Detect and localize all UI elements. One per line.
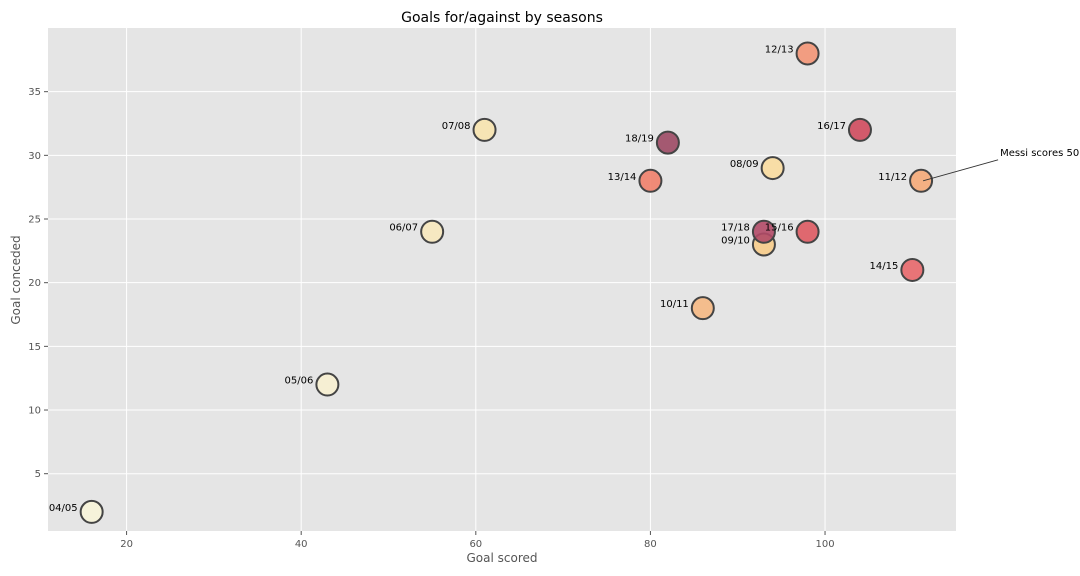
point-label: 04/05 xyxy=(49,503,78,514)
x-tick-label: 20 xyxy=(120,539,133,550)
grid xyxy=(48,28,956,531)
y-tick-label: 10 xyxy=(28,406,41,417)
data-point xyxy=(638,168,663,193)
point-label: 16/17 xyxy=(817,121,846,132)
data-point xyxy=(795,41,820,66)
point-label: 12/13 xyxy=(765,44,794,55)
data-point xyxy=(690,296,715,321)
y-tick-label: 5 xyxy=(35,469,41,480)
plot-area xyxy=(48,28,956,531)
data-point xyxy=(751,219,776,244)
data-point xyxy=(909,168,934,193)
x-tick-label: 100 xyxy=(815,539,834,550)
point-label: 17/18 xyxy=(721,223,750,234)
y-tick-label: 15 xyxy=(28,342,41,353)
y-tick-label: 35 xyxy=(28,87,41,98)
point-label: 06/07 xyxy=(389,223,418,234)
data-point xyxy=(900,257,925,282)
chart-title: Goals for/against by seasons xyxy=(401,10,603,26)
point-label: 07/08 xyxy=(442,121,471,132)
data-point xyxy=(760,156,785,181)
y-ticks: 5 10 15 20 25 30 35 xyxy=(28,87,48,480)
y-tick-label: 20 xyxy=(28,278,41,289)
point-label: 10/11 xyxy=(660,299,689,310)
point-label: 09/10 xyxy=(721,235,750,246)
x-tick-label: 40 xyxy=(295,539,308,550)
data-point xyxy=(847,117,872,142)
annotation-text: Messi scores 50 xyxy=(1000,148,1079,159)
point-label: 11/12 xyxy=(878,172,907,183)
point-label: 18/19 xyxy=(625,134,654,145)
data-point xyxy=(795,219,820,244)
data-point xyxy=(472,117,497,142)
x-axis-label: Goal scored xyxy=(466,551,537,565)
y-tick-label: 25 xyxy=(28,215,41,226)
data-point xyxy=(315,372,340,397)
point-label: 08/09 xyxy=(730,159,759,170)
data-point xyxy=(655,130,680,155)
x-tick-label: 80 xyxy=(644,539,657,550)
annotation-arrow xyxy=(922,159,999,182)
x-tick-label: 60 xyxy=(469,539,482,550)
data-point xyxy=(79,499,104,524)
y-tick-label: 30 xyxy=(28,151,41,162)
point-label: 13/14 xyxy=(608,172,637,183)
point-label: 15/16 xyxy=(765,223,794,234)
point-labels: 04/05 05/06 06/07 07/08 08/09 09/10 10/11 11/12… xyxy=(49,44,907,513)
points xyxy=(79,41,934,524)
annotation: Messi scores 50 xyxy=(922,148,1079,182)
data-point xyxy=(420,219,445,244)
y-axis-label: Goal conceded xyxy=(9,235,23,324)
x-ticks: 20 40 60 80 100 xyxy=(120,531,835,550)
point-label: 14/15 xyxy=(870,261,899,272)
point-label: 05/06 xyxy=(285,376,314,387)
